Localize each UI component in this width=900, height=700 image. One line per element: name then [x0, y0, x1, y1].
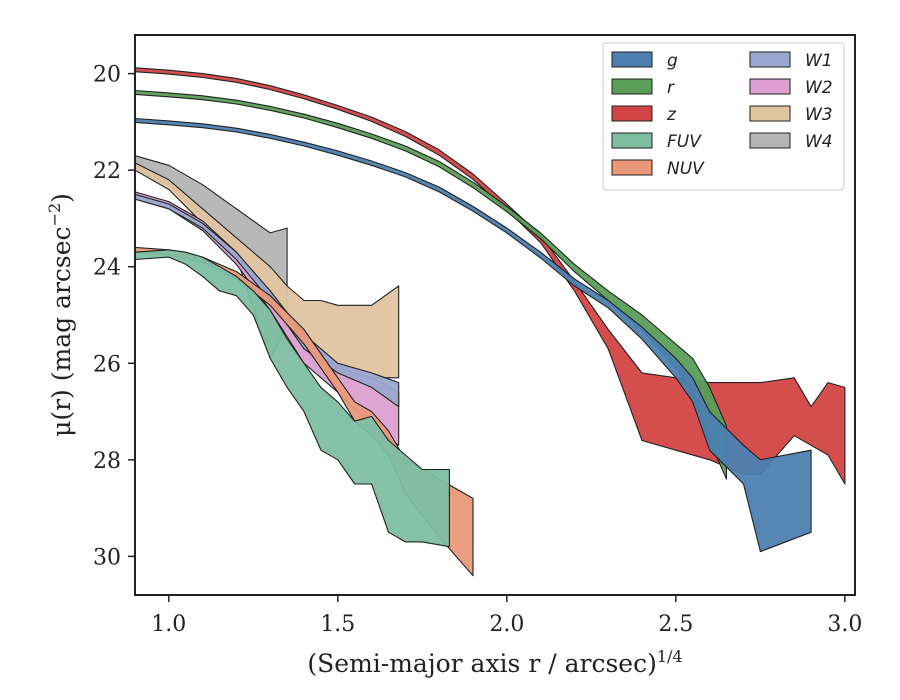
legend-label-g: g	[667, 51, 678, 71]
x-tick-label: 3.0	[827, 612, 862, 637]
x-axis-ticks: 1.0 1.5 2.0 2.5 3.0	[151, 595, 862, 637]
legend-swatch-w3	[749, 105, 791, 122]
legend-label-nuv: NUV	[667, 159, 705, 179]
legend-swatch-z	[611, 105, 653, 122]
series-bands	[134, 67, 846, 577]
legend: grz FUV NUV W1 W2 W3 W4	[602, 42, 845, 191]
legend-swatch-r	[611, 78, 653, 95]
legend-swatch-g	[611, 51, 653, 68]
x-tick-label: 1.5	[320, 612, 355, 637]
x-axis-label: (Semi-major axis r / arcsec)1/4	[307, 647, 682, 678]
y-tick-label: 30	[93, 545, 121, 570]
y-axis-label-exponent: −2	[45, 203, 64, 227]
plot-frame	[134, 34, 856, 596]
legend-swatch-w1	[749, 51, 791, 68]
legend-label-z: z	[666, 105, 677, 125]
series-band-z	[134, 67, 846, 485]
x-tick-label: 2.0	[489, 612, 524, 637]
legend-swatch-w2	[749, 78, 791, 95]
y-axis-label-text: μ(r) (mag arcsec	[47, 226, 76, 436]
x-axis-label-text: (Semi-major axis r / arcsec)	[307, 649, 656, 678]
legend-label-fuv: FUV	[667, 132, 702, 152]
legend-label-w4: W4	[805, 132, 833, 152]
y-tick-label: 22	[93, 159, 121, 184]
y-axis-label-close: )	[47, 193, 76, 203]
y-tick-label: 24	[93, 256, 121, 281]
y-tick-label: 20	[93, 63, 121, 88]
x-tick-label: 1.0	[151, 612, 186, 637]
y-axis-ticks: 20 22 24 26 28 30	[93, 63, 135, 570]
legend-label-r: r	[667, 78, 675, 98]
series-band-r	[134, 89, 728, 480]
legend-label-w2: W2	[805, 78, 833, 98]
series-band-w1	[134, 193, 400, 408]
legend-swatch-w4	[749, 132, 791, 149]
legend-swatch-fuv	[611, 132, 653, 149]
legend-label-w1: W1	[805, 51, 833, 71]
y-tick-label: 28	[93, 449, 121, 474]
legend-swatch-nuv	[611, 159, 653, 176]
series-band-g	[134, 117, 812, 553]
y-axis-label: μ(r) (mag arcsec−2)	[45, 193, 76, 437]
x-tick-label: 2.5	[658, 612, 693, 637]
series-band-fuv	[134, 249, 450, 548]
legend-label-w3: W3	[805, 105, 833, 125]
y-tick-label: 26	[93, 352, 121, 377]
x-axis-label-exponent: 1/4	[657, 647, 683, 666]
